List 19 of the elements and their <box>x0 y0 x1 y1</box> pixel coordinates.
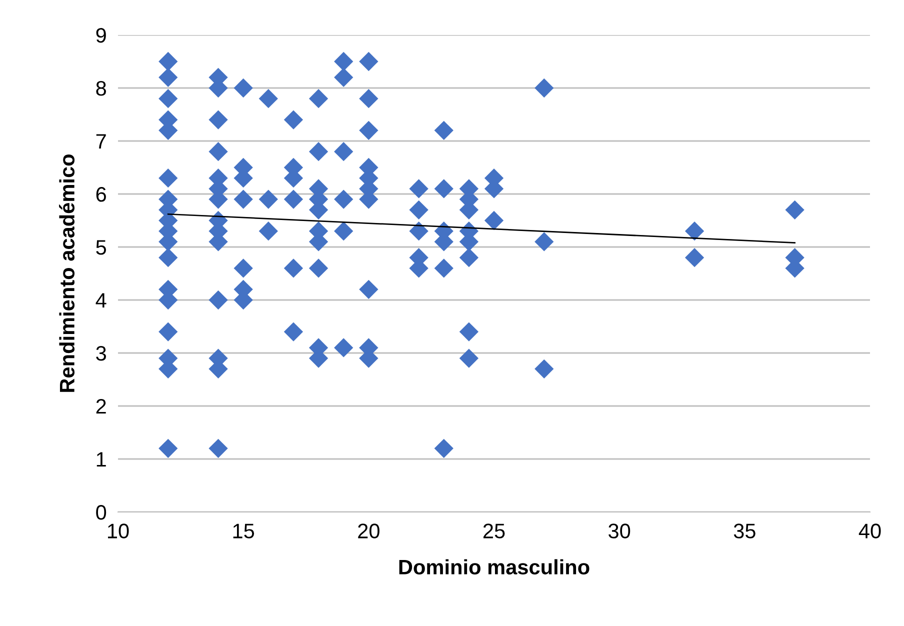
y-tick-label: 3 <box>96 346 106 361</box>
y-axis-title: Rendimiento académico <box>59 154 75 392</box>
y-tick-label: 1 <box>96 452 106 467</box>
y-tick-label: 0 <box>96 505 106 520</box>
y-tick-label: 9 <box>96 28 106 43</box>
y-tick-label: 8 <box>96 81 106 96</box>
x-tick-label: 25 <box>483 524 505 538</box>
y-tick-label: 2 <box>96 399 106 414</box>
x-tick-label: 35 <box>734 524 756 538</box>
x-tick-label: 20 <box>358 524 380 538</box>
x-axis-title: Dominio masculino <box>399 559 590 574</box>
x-tick-label: 10 <box>108 524 129 538</box>
y-tick-label: 7 <box>96 134 106 149</box>
x-tick-label: 30 <box>608 524 630 538</box>
y-tick-label: 4 <box>96 293 106 308</box>
x-tick-label: 15 <box>233 524 254 538</box>
y-tick-label: 5 <box>96 240 106 255</box>
y-tick-label: 6 <box>96 187 106 202</box>
x-tick-label: 40 <box>858 524 881 538</box>
